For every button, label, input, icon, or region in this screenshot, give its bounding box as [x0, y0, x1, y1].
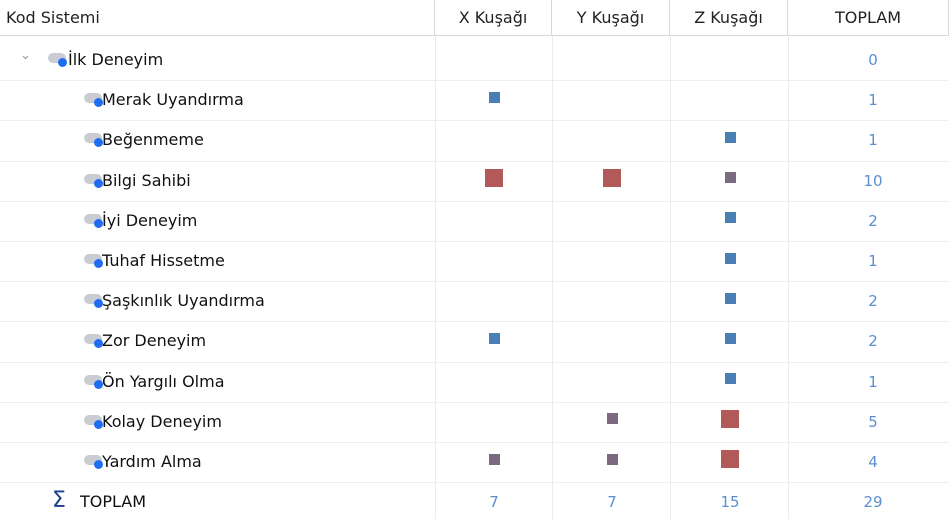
code-label[interactable]: Zor Deneyim: [102, 331, 207, 351]
code-icon-dot: [94, 218, 103, 228]
code-icon: [84, 213, 102, 224]
code-icon-dot: [94, 259, 103, 268]
row-line: [0, 160, 949, 162]
code-icon: [84, 254, 102, 264]
code-icon-dot: [94, 178, 103, 188]
frequency-square: [606, 453, 618, 465]
frequency-square: [724, 292, 736, 304]
code-icon: [84, 455, 102, 465]
frequency-square: [606, 413, 618, 425]
code-icon-dot: [94, 419, 103, 429]
code-icon: [84, 173, 102, 184]
code-icon: [84, 133, 102, 144]
frequency-square: [724, 212, 736, 224]
code-label[interactable]: Tuhaf Hissetme: [102, 251, 225, 270]
header-column[interactable]: Z Kuşağı: [670, 0, 788, 36]
row-total: 2: [868, 292, 878, 311]
code-label[interactable]: İyi Deneyim: [102, 210, 198, 230]
header-total[interactable]: TOPLAM: [788, 0, 949, 36]
row-total: 5: [868, 412, 878, 431]
code-icon: [84, 93, 102, 104]
code-icon-dot: [94, 299, 103, 309]
row-line: [0, 321, 949, 323]
row-line: [0, 361, 949, 363]
row-line: [0, 441, 949, 443]
row-total: 4: [868, 453, 878, 471]
frequency-square: [724, 131, 736, 143]
code-label[interactable]: Ön Yargılı Olma: [102, 371, 225, 391]
frequency-square: [721, 450, 739, 468]
code-icon-dot: [94, 98, 103, 108]
row-line: [0, 281, 949, 283]
row-total: 1: [868, 91, 878, 110]
column-divider: [788, 36, 789, 519]
row-total: 1: [868, 252, 878, 270]
header-column[interactable]: Y Kuşağı: [552, 0, 670, 36]
frequency-square: [603, 168, 621, 187]
row-line: [0, 401, 949, 403]
code-icon: [84, 414, 102, 425]
code-label[interactable]: Merak Uyandırma: [102, 90, 244, 110]
column-divider: [552, 36, 553, 519]
code-label[interactable]: Yardım Alma: [102, 452, 202, 471]
frequency-square: [488, 332, 500, 344]
column-total: 7: [607, 493, 617, 512]
code-icon: [84, 334, 102, 345]
row-line: [0, 200, 949, 202]
frequency-square: [724, 252, 736, 264]
code-icon-dot: [94, 379, 103, 389]
frequency-square: [724, 373, 736, 385]
row-total: 0: [868, 51, 878, 69]
column-total: 7: [489, 493, 499, 512]
code-label[interactable]: Beğenmeme: [102, 130, 204, 150]
code-icon-dot: [94, 460, 103, 469]
frequency-square: [721, 409, 739, 428]
frequency-square: [488, 453, 500, 465]
footer-label: TOPLAM: [80, 492, 147, 512]
code-icon-dot: [94, 138, 103, 148]
code-icon-dot: [94, 339, 103, 349]
frequency-square: [724, 332, 736, 344]
row-total: 10: [863, 171, 883, 190]
row-total: 2: [868, 211, 878, 230]
sigma-icon: Σ: [52, 488, 66, 514]
code-label[interactable]: Bilgi Sahibi: [102, 170, 191, 190]
code-icon-dot: [58, 58, 67, 67]
row-total: 1: [868, 131, 878, 150]
row-line: [0, 120, 949, 122]
column-total: 15: [720, 493, 740, 512]
code-icon: [48, 53, 66, 63]
row-total: 1: [868, 372, 878, 391]
code-icon: [84, 294, 102, 305]
expand-chevron[interactable]: ⌄: [20, 48, 31, 63]
row-total: 2: [868, 332, 878, 351]
grand-total: 29: [863, 493, 883, 512]
code-label[interactable]: İlk Deneyim: [68, 50, 164, 69]
header-column[interactable]: X Kuşağı: [435, 0, 552, 36]
header-code-system[interactable]: Kod Sistemi: [0, 0, 435, 36]
code-icon: [84, 374, 102, 385]
frequency-square: [485, 168, 503, 187]
code-label[interactable]: Şaşkınlık Uyandırma: [102, 291, 265, 311]
row-line: [0, 240, 949, 242]
row-line: [0, 80, 949, 82]
row-line: [0, 482, 949, 484]
frequency-square: [724, 172, 736, 184]
code-label[interactable]: Kolay Deneyim: [102, 411, 222, 431]
frequency-square: [488, 91, 500, 103]
column-divider: [435, 36, 436, 519]
column-divider: [670, 36, 671, 519]
